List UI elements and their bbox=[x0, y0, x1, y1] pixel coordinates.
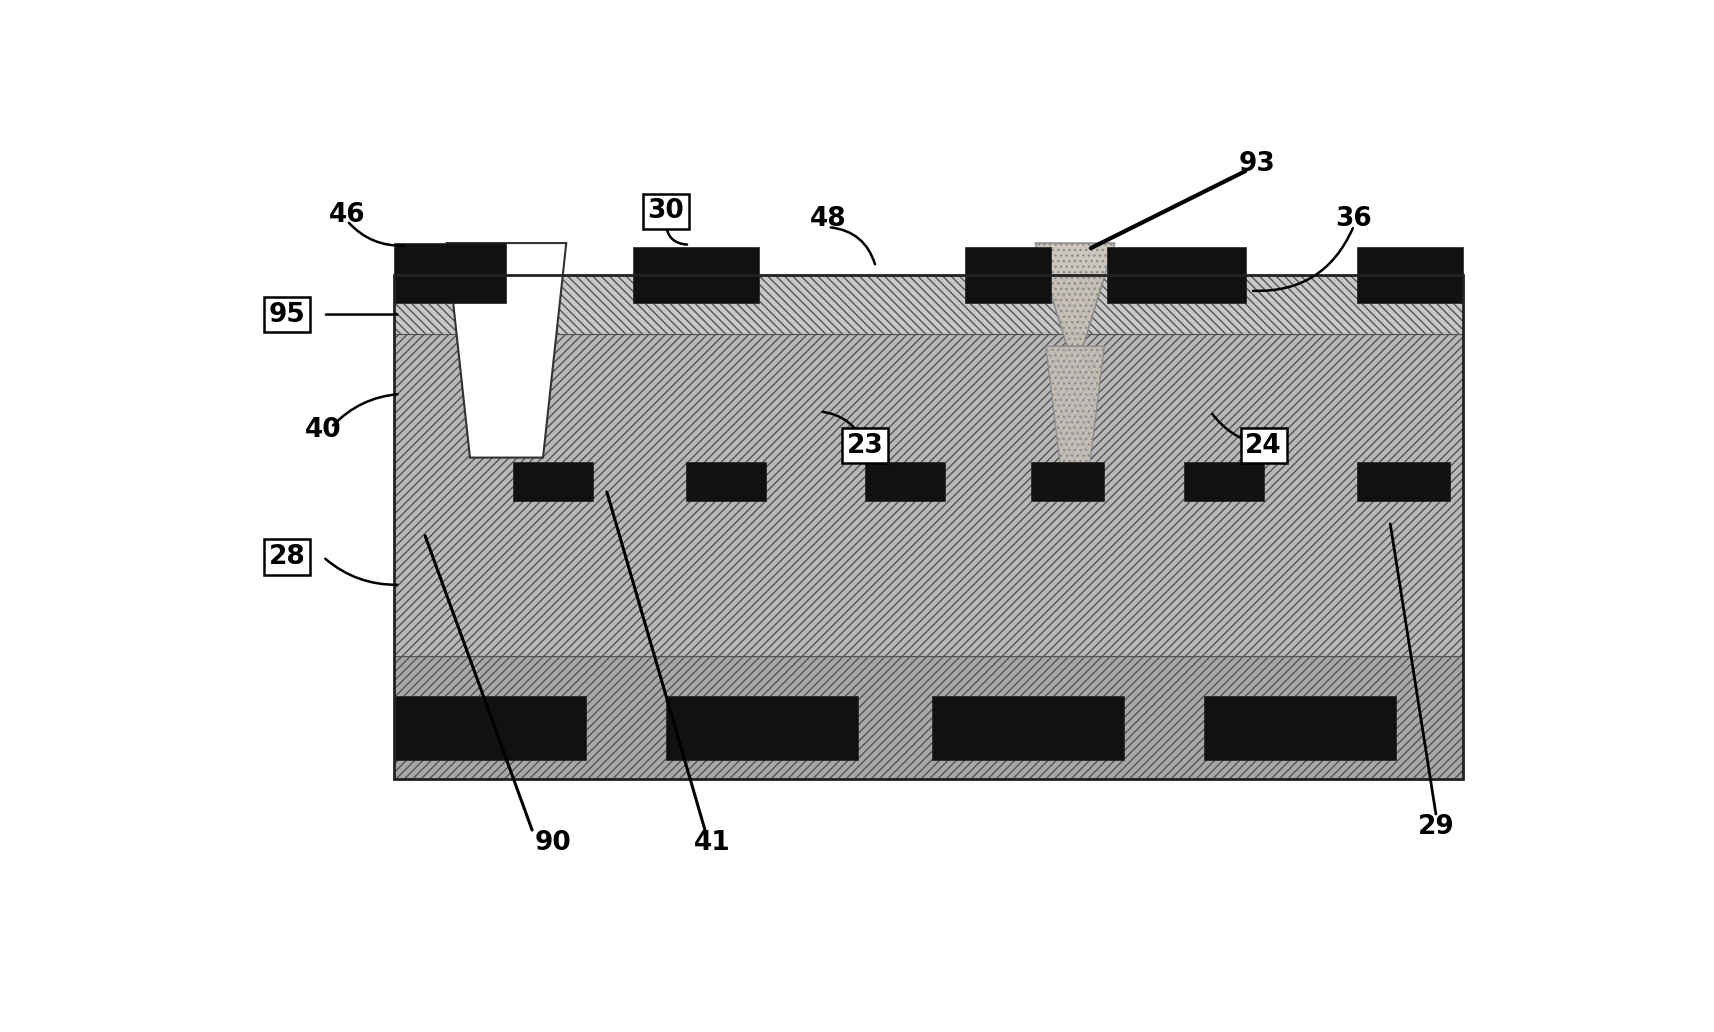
Text: 24: 24 bbox=[1246, 432, 1282, 458]
Text: 40: 40 bbox=[305, 417, 341, 443]
Text: 46: 46 bbox=[329, 202, 365, 228]
Polygon shape bbox=[1046, 347, 1104, 489]
Polygon shape bbox=[447, 244, 566, 457]
Text: 29: 29 bbox=[1417, 814, 1455, 840]
Bar bbox=[686, 461, 766, 502]
Bar bbox=[394, 656, 1464, 779]
Bar bbox=[1357, 247, 1464, 302]
Text: 48: 48 bbox=[809, 206, 847, 232]
Bar bbox=[632, 247, 759, 302]
Bar bbox=[394, 244, 507, 302]
Bar bbox=[932, 696, 1124, 760]
Text: 93: 93 bbox=[1239, 151, 1275, 176]
Bar bbox=[394, 696, 586, 760]
Text: 90: 90 bbox=[535, 830, 571, 856]
Bar bbox=[665, 696, 859, 760]
Bar bbox=[394, 275, 1464, 334]
Text: 28: 28 bbox=[269, 544, 305, 570]
Bar bbox=[965, 247, 1051, 302]
Text: 41: 41 bbox=[694, 830, 730, 856]
Bar bbox=[394, 334, 1464, 656]
Text: 30: 30 bbox=[648, 198, 684, 224]
Bar bbox=[866, 461, 944, 502]
Polygon shape bbox=[1035, 244, 1114, 347]
Bar bbox=[512, 461, 593, 502]
Text: 36: 36 bbox=[1335, 206, 1373, 232]
Bar bbox=[1107, 247, 1246, 302]
Bar bbox=[1184, 461, 1263, 502]
Bar bbox=[394, 275, 1464, 779]
Bar bbox=[1357, 461, 1450, 502]
Bar bbox=[1032, 461, 1104, 502]
Bar bbox=[1203, 696, 1397, 760]
Text: 23: 23 bbox=[847, 432, 883, 458]
Text: 95: 95 bbox=[269, 301, 305, 327]
